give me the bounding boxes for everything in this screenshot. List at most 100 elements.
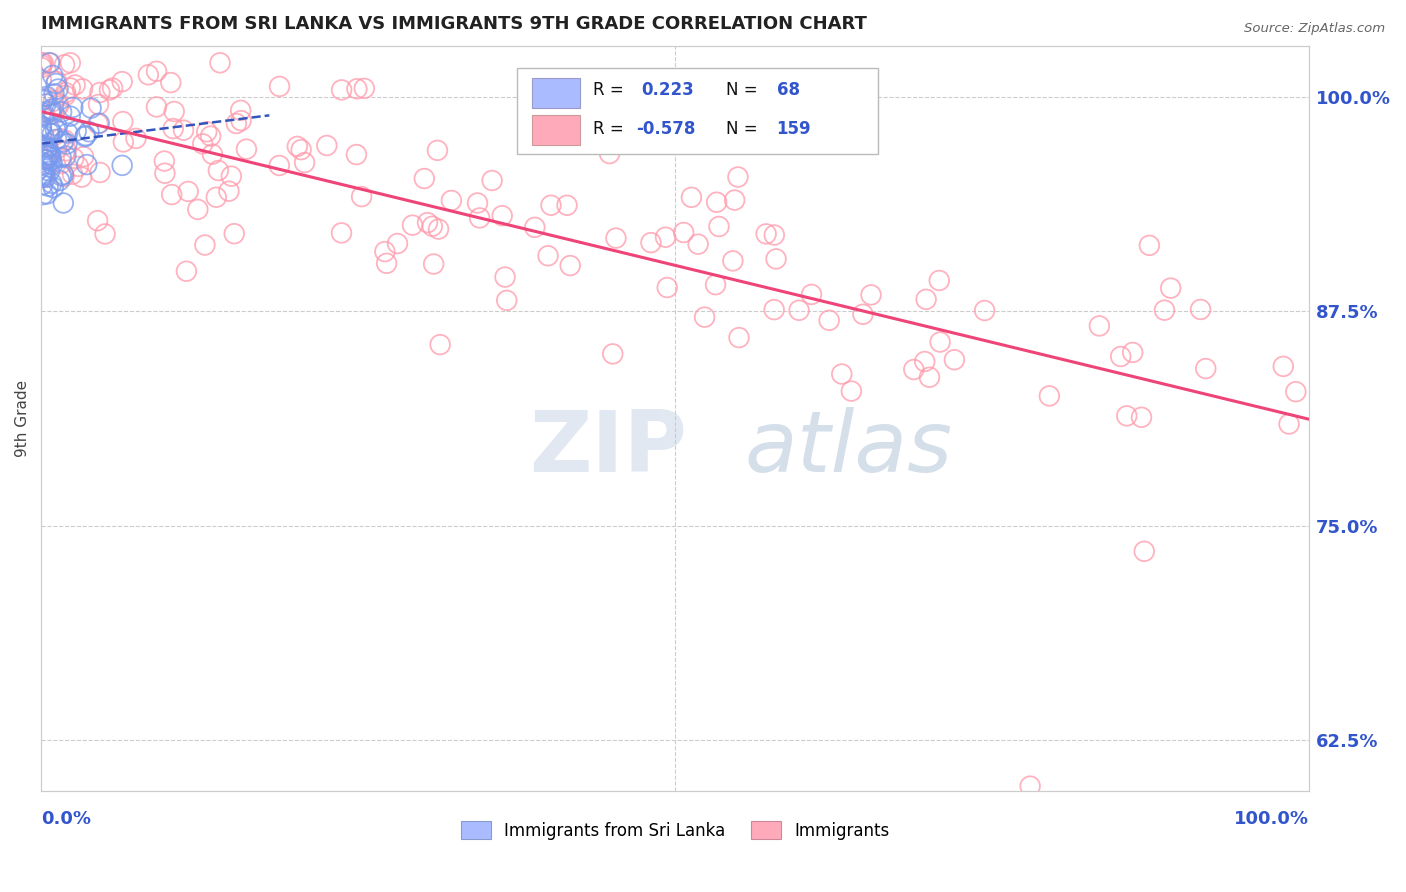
Point	[495, 293, 517, 308]
Point	[724, 193, 747, 207]
Point	[38, 126, 60, 140]
Point	[39, 55, 62, 70]
Text: ZIP: ZIP	[529, 407, 688, 490]
Point	[704, 277, 727, 292]
Point	[540, 198, 562, 212]
Point	[420, 219, 443, 234]
Point	[413, 171, 436, 186]
Point	[918, 370, 941, 384]
Point	[45, 142, 67, 156]
Point	[38, 146, 60, 161]
Point	[51, 105, 73, 120]
Point	[45, 74, 67, 88]
Point	[30, 61, 52, 75]
Text: 0.223: 0.223	[641, 81, 693, 99]
Point	[35, 170, 58, 185]
Point	[145, 100, 167, 114]
Point	[440, 194, 463, 208]
Point	[194, 238, 217, 252]
Point	[73, 129, 96, 144]
Point	[494, 270, 516, 285]
Point	[599, 146, 621, 161]
Point	[1088, 318, 1111, 333]
Point	[153, 166, 176, 180]
Point	[195, 125, 218, 139]
Point	[560, 259, 582, 273]
Point	[39, 148, 62, 162]
Text: N =: N =	[725, 120, 758, 138]
Point	[229, 113, 252, 128]
Point	[229, 103, 252, 118]
Point	[903, 362, 925, 376]
Point	[35, 89, 58, 103]
Point	[41, 153, 63, 168]
Point	[290, 143, 312, 157]
Point	[75, 128, 97, 143]
Point	[101, 81, 124, 95]
Point	[31, 155, 53, 169]
Point	[755, 227, 778, 241]
Point	[191, 136, 214, 151]
Point	[187, 202, 209, 217]
Point	[555, 198, 578, 212]
Point	[70, 170, 93, 185]
Point	[218, 184, 240, 198]
Point	[350, 189, 373, 203]
Point	[330, 83, 353, 97]
Point	[800, 287, 823, 301]
Point	[353, 81, 375, 95]
Point	[537, 249, 560, 263]
Point	[31, 138, 53, 153]
Point	[31, 178, 53, 192]
Point	[200, 129, 222, 144]
Point	[112, 135, 135, 149]
Point	[56, 136, 79, 151]
Point	[48, 99, 70, 113]
Point	[914, 354, 936, 368]
Point	[706, 195, 728, 210]
Point	[52, 196, 75, 211]
Point	[32, 167, 55, 181]
Point	[672, 226, 695, 240]
Point	[41, 158, 63, 172]
Point	[346, 147, 368, 161]
Point	[605, 231, 627, 245]
Point	[162, 121, 184, 136]
Point	[37, 141, 59, 155]
Point	[818, 313, 841, 327]
Point	[42, 94, 65, 108]
Point	[45, 132, 67, 146]
Point	[32, 156, 55, 170]
Point	[52, 135, 75, 149]
Point	[89, 86, 111, 100]
Point	[1109, 350, 1132, 364]
Point	[32, 55, 55, 70]
Point	[973, 303, 995, 318]
Point	[31, 129, 53, 144]
Point	[67, 160, 90, 174]
Point	[42, 87, 65, 101]
Point	[681, 190, 703, 204]
Point	[481, 173, 503, 187]
Point	[89, 165, 111, 179]
Point	[31, 158, 53, 172]
Text: Source: ZipAtlas.com: Source: ZipAtlas.com	[1244, 22, 1385, 36]
Point	[330, 226, 353, 240]
Point	[1019, 779, 1042, 793]
Point	[1160, 281, 1182, 295]
Point	[387, 236, 409, 251]
Point	[602, 347, 624, 361]
Point	[59, 81, 82, 95]
Point	[929, 334, 952, 349]
Point	[39, 151, 62, 165]
Text: 0.0%: 0.0%	[41, 810, 91, 828]
Point	[55, 88, 77, 103]
Y-axis label: 9th Grade: 9th Grade	[15, 380, 30, 457]
Point	[86, 213, 108, 227]
Point	[1272, 359, 1295, 374]
Point	[51, 156, 73, 170]
Text: 68: 68	[776, 81, 800, 99]
Point	[1115, 409, 1137, 423]
Point	[111, 75, 134, 89]
Point	[523, 220, 546, 235]
